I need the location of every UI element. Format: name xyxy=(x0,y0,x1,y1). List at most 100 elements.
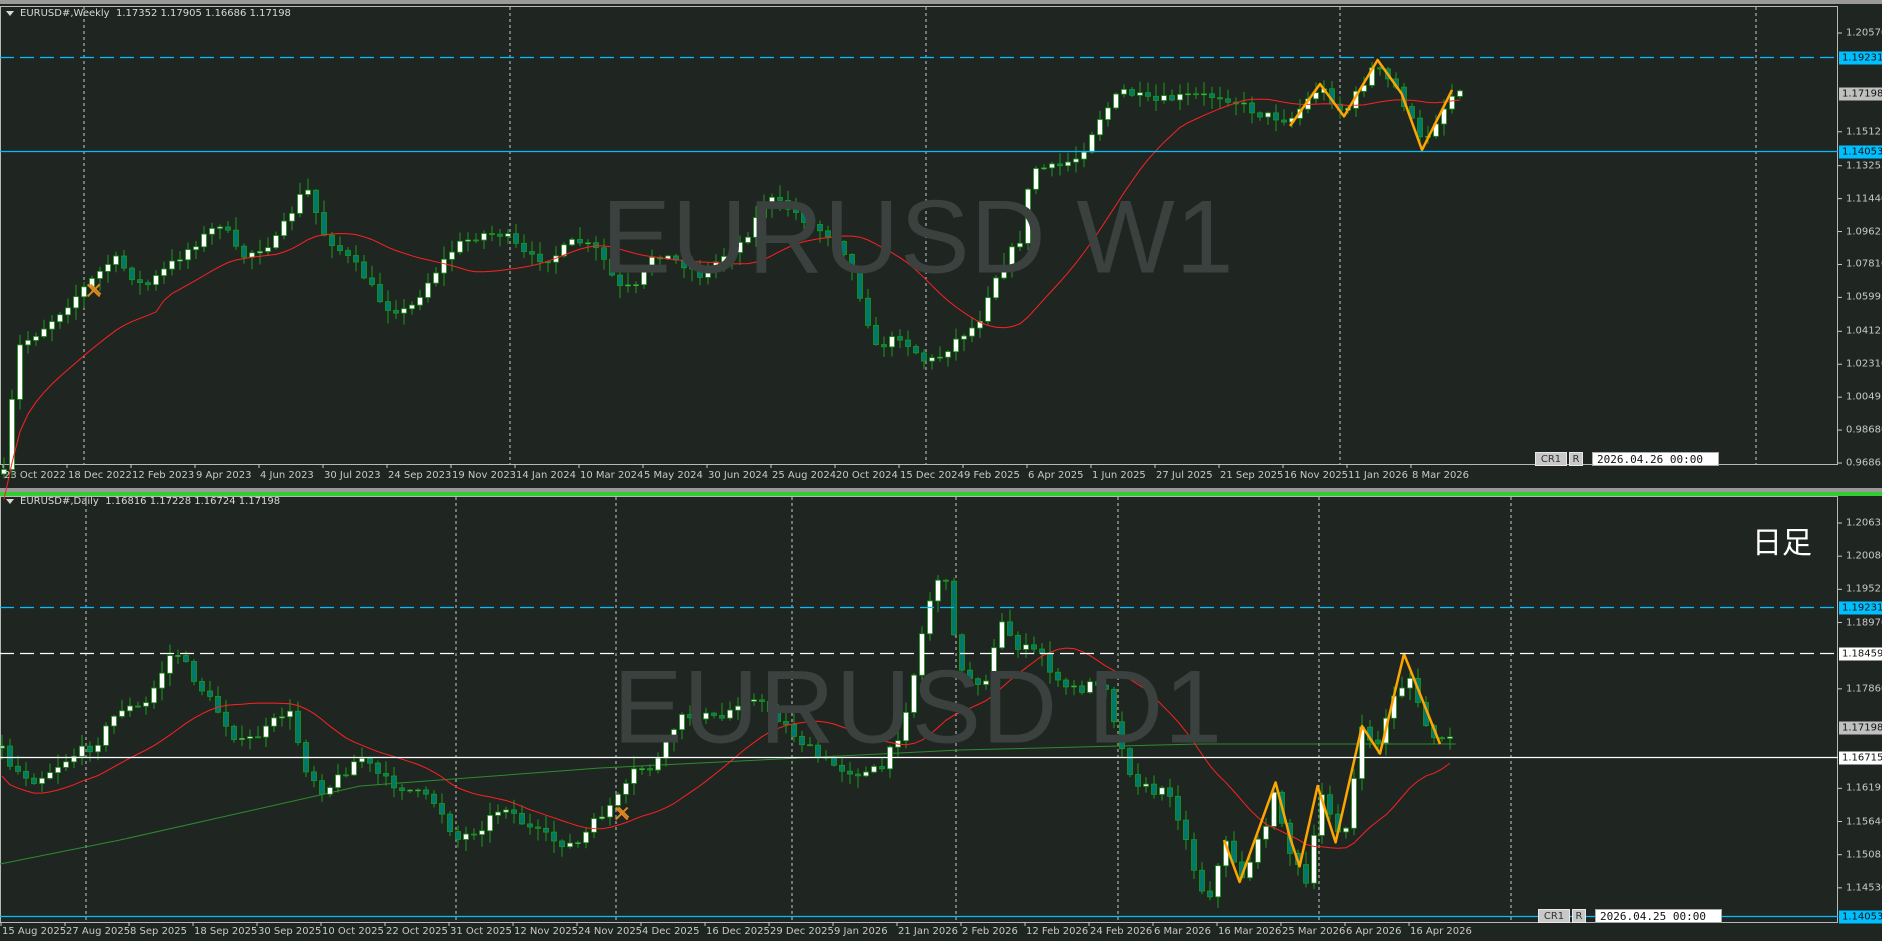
date-axis-label: 12 Feb 2026 xyxy=(1026,926,1089,937)
candle-bullish xyxy=(463,833,469,840)
candle-bullish xyxy=(161,268,167,276)
date-axis-label: 4 Jun 2023 xyxy=(260,470,314,481)
candle-bearish xyxy=(1175,795,1181,821)
candle-bullish xyxy=(729,252,735,257)
candle-bearish xyxy=(1439,737,1445,740)
candle-bullish xyxy=(1447,736,1453,739)
daily-watermark: EURUSD D1 xyxy=(613,649,1223,766)
level-price-label: 1.14053 xyxy=(1839,145,1882,158)
candle-bearish xyxy=(447,813,453,833)
candle-bullish xyxy=(65,307,71,316)
candle-bullish xyxy=(1137,92,1143,96)
candle-bullish xyxy=(273,235,279,249)
candle-bullish xyxy=(991,647,997,682)
candle-bullish xyxy=(1073,158,1079,163)
candle-bearish xyxy=(543,827,549,833)
candle-bearish xyxy=(943,579,949,582)
candle-bullish xyxy=(41,328,47,337)
candle-bearish xyxy=(393,310,399,314)
candle-bullish xyxy=(193,246,199,251)
daily-r-button[interactable]: R xyxy=(1572,909,1586,923)
candle-bearish xyxy=(905,339,911,347)
candle-bullish xyxy=(1161,95,1167,101)
candle-bullish xyxy=(169,260,175,270)
candle-bearish xyxy=(647,768,653,771)
candle-bearish xyxy=(609,258,615,276)
weekly-r-button[interactable]: R xyxy=(1569,452,1583,466)
price-axis-label: 1.05995 xyxy=(1846,291,1882,303)
collapse-triangle-icon[interactable] xyxy=(6,10,14,16)
candle-bullish xyxy=(1009,246,1015,266)
candle-bearish xyxy=(383,772,389,777)
candle-bullish xyxy=(1087,681,1093,693)
candle-bullish xyxy=(591,818,597,833)
candle-bullish xyxy=(1313,92,1319,100)
weekly-datetime-field[interactable]: 2026.04.26 00:00 xyxy=(1592,452,1719,466)
candle-bullish xyxy=(889,336,895,348)
candle-bullish xyxy=(271,717,277,727)
candle-bullish xyxy=(1033,168,1039,190)
candle-bullish xyxy=(745,236,751,243)
candle-bearish xyxy=(809,221,815,225)
candle-bullish xyxy=(1241,102,1247,105)
candle-bullish xyxy=(1113,93,1119,109)
date-axis-label: 9 Jan 2026 xyxy=(834,926,888,937)
date-axis-label: 30 Jul 2023 xyxy=(324,470,381,481)
date-axis-label: 9 Apr 2023 xyxy=(196,470,252,481)
candle-bearish xyxy=(855,773,861,777)
date-axis-label: 24 Sep 2023 xyxy=(388,470,452,481)
candle-bullish xyxy=(1319,794,1325,836)
candle-bearish xyxy=(471,833,477,836)
daily-datetime-field[interactable]: 2026.04.25 00:00 xyxy=(1595,909,1722,923)
candle-bearish xyxy=(849,254,855,272)
candle-bullish xyxy=(247,736,253,739)
candle-bearish xyxy=(801,212,807,223)
candle-bullish xyxy=(1449,95,1455,110)
price-axis-label: 1.17860 xyxy=(1846,683,1882,695)
candle-bearish xyxy=(191,661,197,682)
daily-chart[interactable] xyxy=(0,497,1842,926)
candle-bullish xyxy=(105,264,111,272)
candle-bullish xyxy=(305,189,311,195)
candle-bullish xyxy=(119,710,125,717)
candle-bearish xyxy=(1207,890,1213,898)
price-axis-label: 1.18970 xyxy=(1846,617,1882,628)
collapse-triangle-icon[interactable] xyxy=(6,498,14,504)
slow-moving-average xyxy=(0,743,1456,865)
price-axis-label: 1.20570 xyxy=(1846,27,1882,39)
candle-bearish xyxy=(199,681,205,692)
candle-bearish xyxy=(1199,869,1205,892)
daily-cr1-button[interactable]: CR1 xyxy=(1538,909,1570,923)
candle-bullish xyxy=(297,194,303,214)
candle-bullish xyxy=(615,793,621,806)
candle-bearish xyxy=(313,189,319,213)
pane-divider[interactable] xyxy=(0,488,1882,492)
weekly-cr1-button[interactable]: CR1 xyxy=(1535,452,1567,466)
trade-arrow-icon[interactable] xyxy=(86,283,102,298)
price-axis-label: 1.19525 xyxy=(1846,583,1882,595)
candle-bullish xyxy=(103,725,109,746)
candle-bearish xyxy=(207,690,213,697)
candle-bearish xyxy=(361,261,367,279)
candle-bearish xyxy=(529,251,535,255)
candle-bearish xyxy=(1303,864,1309,884)
candle-bearish xyxy=(847,770,853,775)
trade-arrow-icon[interactable] xyxy=(614,806,630,821)
candle-bullish xyxy=(1121,89,1127,95)
date-axis-label: 30 Jun 2024 xyxy=(708,470,769,481)
candle-bearish xyxy=(775,711,781,722)
candle-bearish xyxy=(129,267,135,281)
weekly-header: EURUSD#,Weekly 1.17352 1.17905 1.16686 1… xyxy=(6,8,291,19)
candle-bearish xyxy=(959,634,965,671)
price-axis-label: 1.16195 xyxy=(1846,782,1882,794)
candle-bearish xyxy=(807,744,813,747)
candle-bullish xyxy=(167,655,173,674)
weekly-chart[interactable] xyxy=(0,7,1842,500)
candle-bullish xyxy=(1025,188,1031,244)
candle-bearish xyxy=(521,242,527,253)
fast-moving-average xyxy=(1,647,1451,849)
date-axis-label: 2 Feb 2026 xyxy=(962,926,1018,937)
candle-bearish xyxy=(1145,92,1151,97)
date-axis-label: 23 Oct 2022 xyxy=(4,470,66,481)
